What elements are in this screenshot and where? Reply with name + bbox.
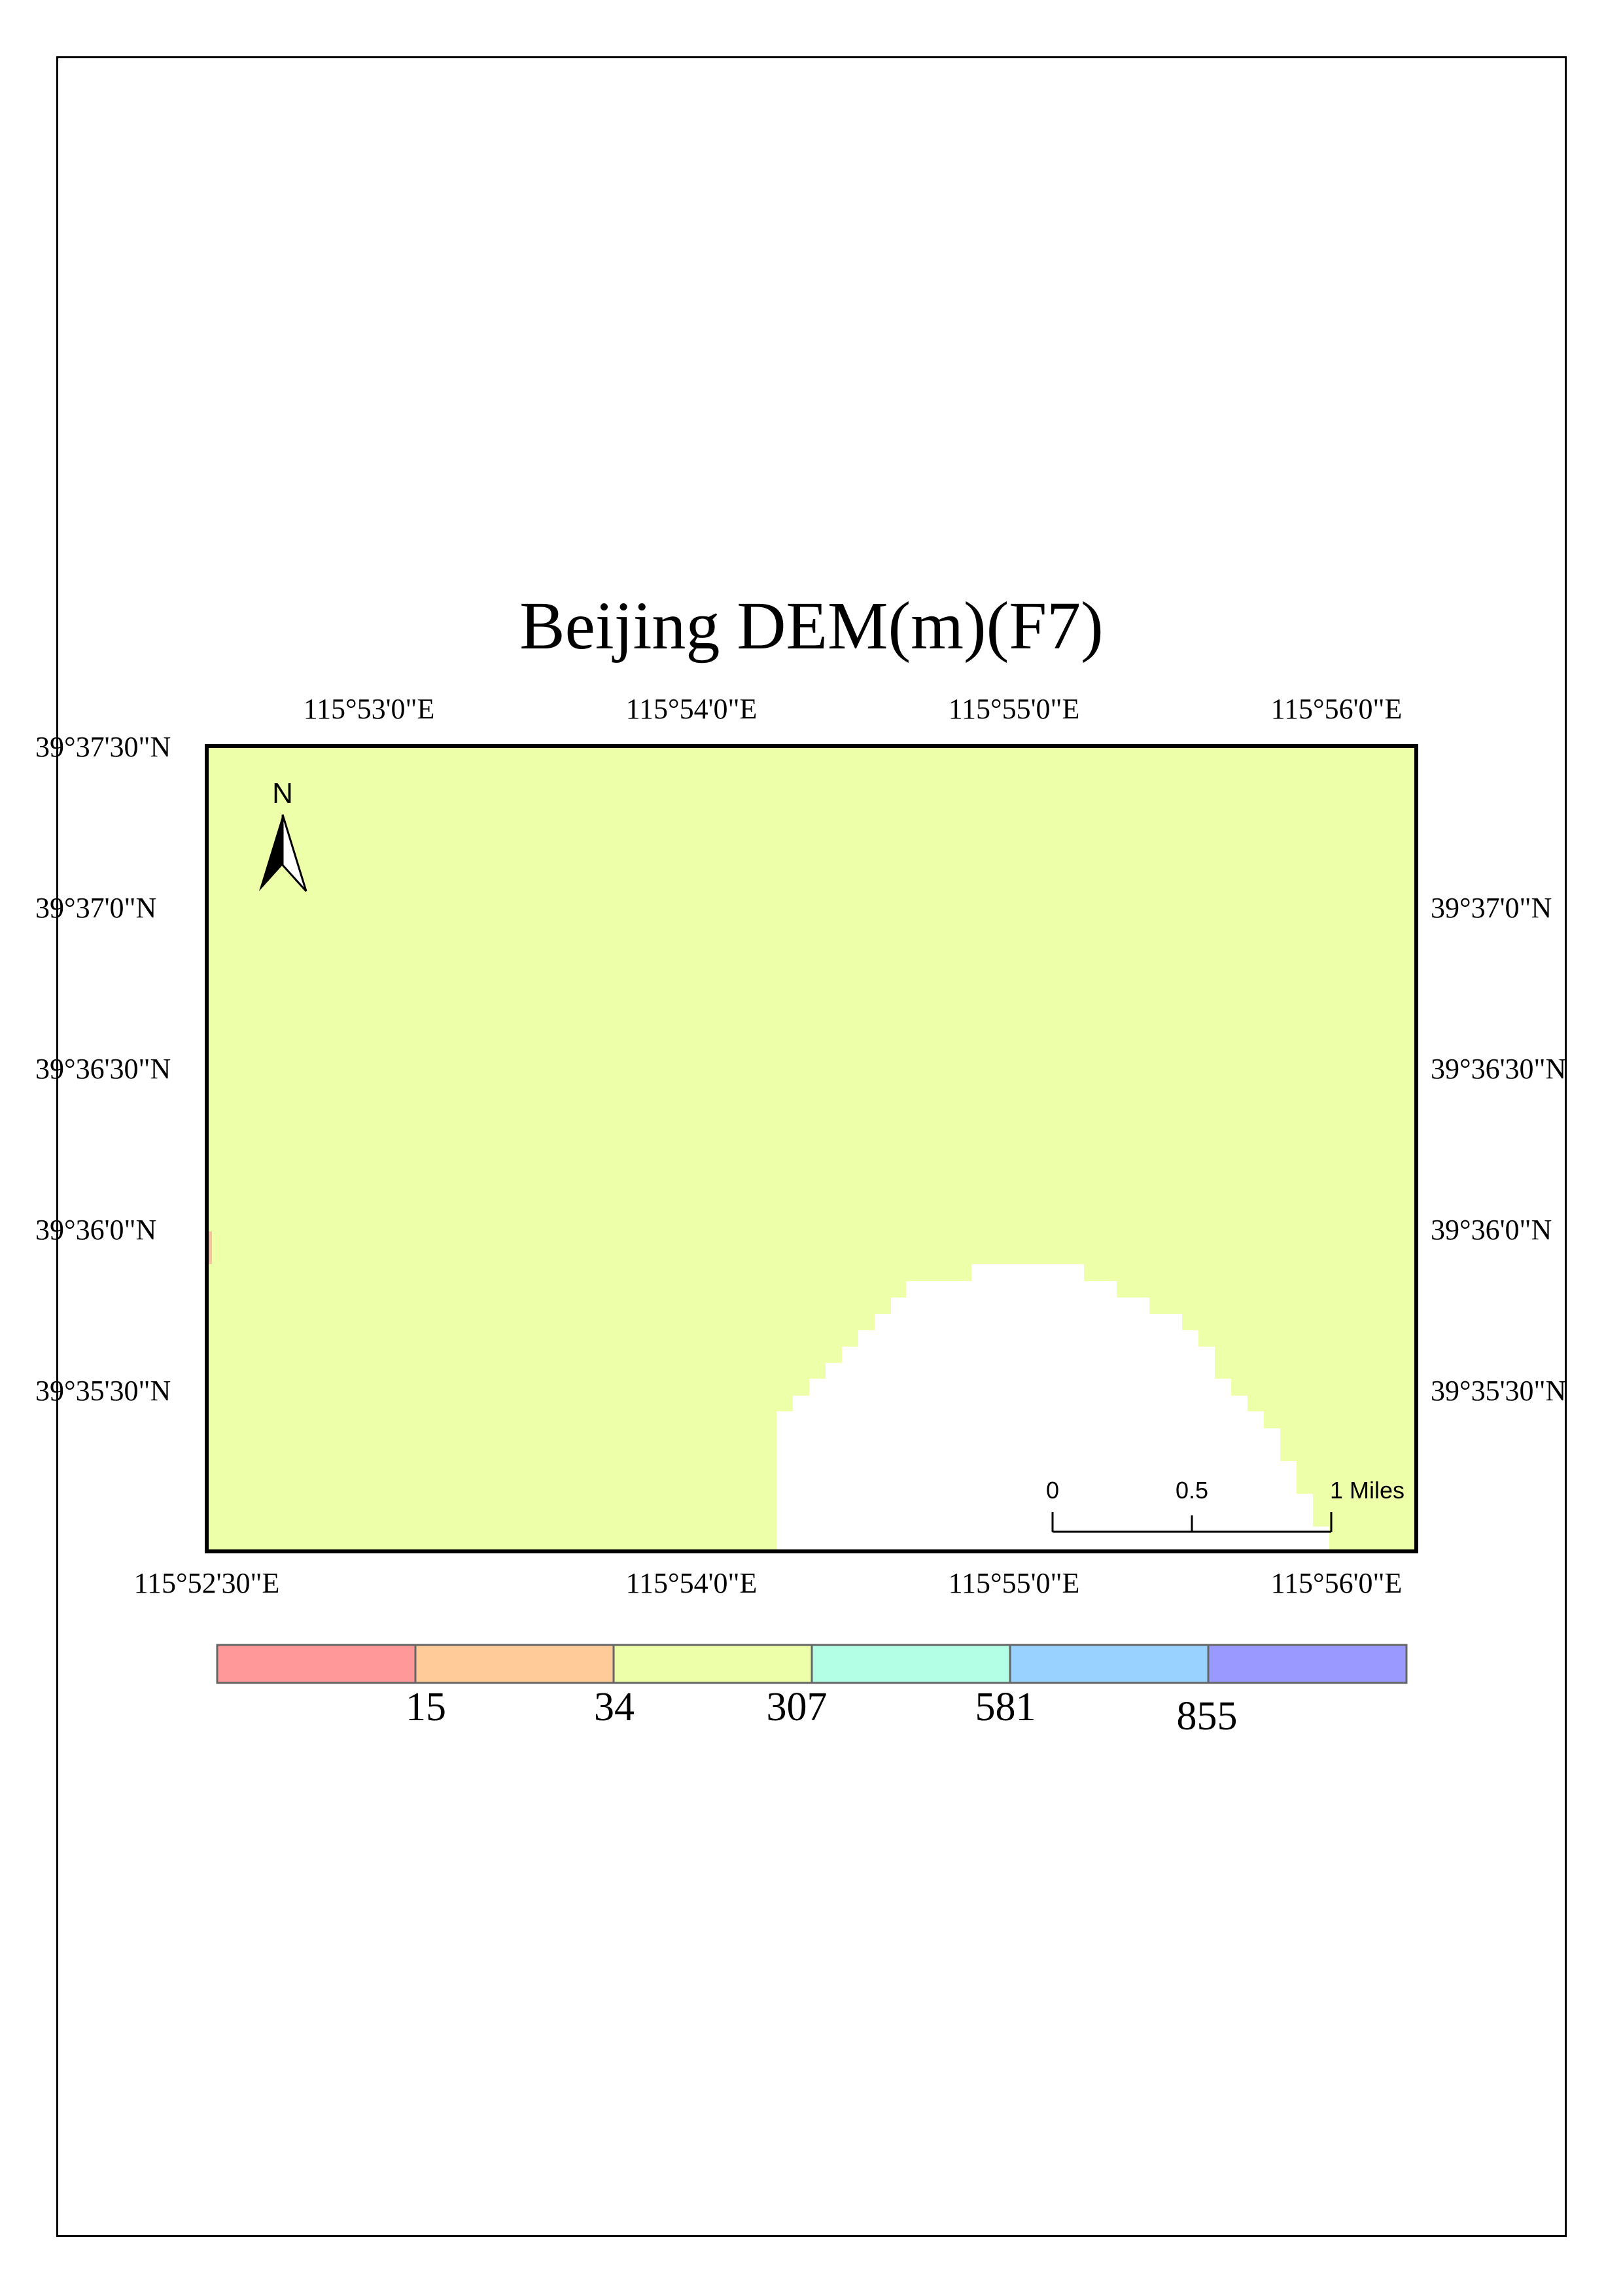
edge-pixel-pink — [207, 1231, 212, 1264]
nodata-edge-strip — [777, 1542, 793, 1551]
map-title: Beijing DEM(m)(F7) — [519, 588, 1104, 663]
graticule-bottom-4: 115°56'0"E — [1270, 1567, 1403, 1599]
scale-tick-1: 1 Miles — [1330, 1477, 1405, 1504]
legend-swatch-3 — [612, 1644, 813, 1684]
graticule-top-1: 115°53'0"E — [303, 693, 435, 725]
map-frame — [205, 744, 1418, 1553]
graticule-right-2: 39°36'30"N — [1431, 1053, 1567, 1085]
graticule-left-5: 39°35'30"N — [35, 1375, 171, 1407]
legend-swatch-6 — [1207, 1644, 1408, 1684]
graticule-left-3: 39°36'30"N — [35, 1053, 171, 1085]
graticule-top-2: 115°54'0"E — [625, 693, 758, 725]
legend-swatch-4 — [811, 1644, 1011, 1684]
graticule-top-4: 115°56'0"E — [1270, 693, 1403, 725]
graticule-left-4: 39°36'0"N — [35, 1214, 157, 1246]
graticule-bottom-2: 115°54'0"E — [625, 1567, 758, 1599]
legend-label-2: 34 — [594, 1685, 635, 1729]
legend-colorbar — [216, 1644, 1408, 1684]
north-label: N — [272, 777, 293, 809]
legend-label-3: 307 — [766, 1685, 828, 1729]
graticule-right-3: 39°36'0"N — [1431, 1214, 1552, 1246]
graticule-bottom-3: 115°55'0"E — [948, 1567, 1080, 1599]
page-frame — [56, 56, 1567, 2237]
scale-tick-0: 0 — [1046, 1477, 1059, 1504]
legend-label-4: 581 — [975, 1685, 1036, 1729]
north-arrow-icon — [259, 814, 307, 892]
graticule-bottom-1: 115°52'30"E — [133, 1567, 280, 1599]
legend-swatch-5 — [1009, 1644, 1210, 1684]
north-arrow: N — [259, 777, 307, 892]
legend-label-1: 15 — [406, 1685, 446, 1729]
legend-swatch-2 — [414, 1644, 615, 1684]
legend-label-5: 855 — [1176, 1694, 1238, 1739]
graticule-right-1: 39°37'0"N — [1431, 892, 1552, 924]
scale-bar: 0 0.5 1 Miles — [1046, 1477, 1405, 1533]
graticule-top-3: 115°55'0"E — [948, 693, 1080, 725]
nodata-area — [777, 1264, 1329, 1551]
graticule-right-4: 39°35'30"N — [1431, 1375, 1567, 1407]
graticule-left-1: 39°37'30"N — [35, 731, 171, 763]
legend-swatch-1 — [216, 1644, 417, 1684]
scale-tick-0.5: 0.5 — [1176, 1477, 1208, 1504]
graticule-left-2: 39°37'0"N — [35, 892, 157, 924]
